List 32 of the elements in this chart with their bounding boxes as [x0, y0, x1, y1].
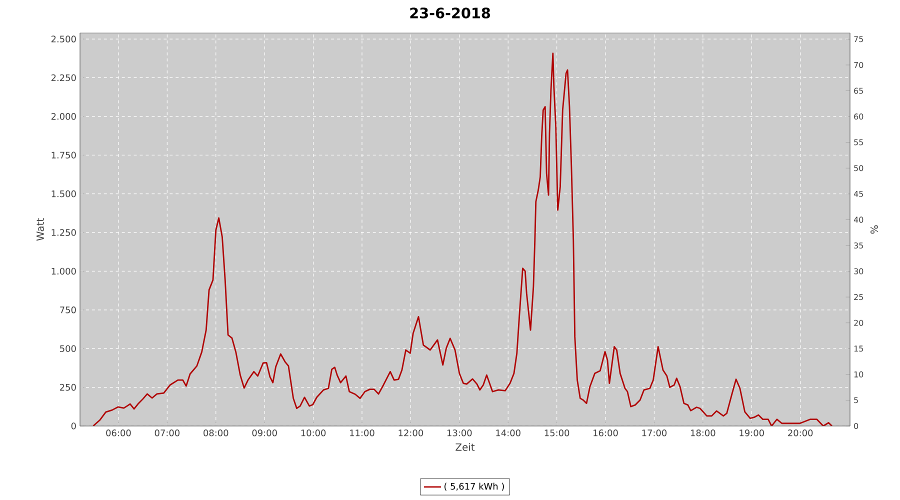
x-tick-label: 17:00 — [642, 430, 667, 436]
x-tick-label: 15:00 — [544, 430, 570, 436]
x-tick-label: 09:00 — [252, 430, 277, 436]
x-tick-label: 07:00 — [154, 430, 180, 436]
y-tick-label: 2.250 — [51, 74, 76, 82]
y2-axis-title: % — [870, 225, 878, 234]
y-tick-label: 1.000 — [52, 268, 76, 275]
x-tick-label: 20:00 — [788, 430, 813, 436]
x-tick-label: 12:00 — [398, 430, 424, 436]
y-tick-label: 1.750 — [52, 152, 76, 159]
x-tick-label: 10:00 — [301, 430, 326, 436]
y-axis-title: Watt — [36, 218, 44, 241]
y-tick-label: 250 — [60, 384, 76, 391]
x-tick-label: 14:00 — [496, 430, 520, 436]
x-tick-label: 19:00 — [740, 430, 764, 436]
y-tick-label: 1.250 — [52, 229, 76, 236]
y-tick-label: 750 — [60, 306, 76, 314]
x-tick-label: 08:00 — [204, 430, 228, 436]
y-tick-label: 2.000 — [51, 113, 76, 120]
legend-label: ( 5,617 kWh ) — [444, 482, 504, 491]
chart-title: 23-6-2018 — [410, 8, 490, 18]
x-tick-label: 06:00 — [106, 430, 131, 436]
line-series — [92, 52, 833, 426]
y-tick-label: 2.500 — [51, 36, 76, 42]
x-axis-title: Zeit — [456, 443, 475, 451]
x-tick-label: 13:00 — [447, 430, 472, 436]
y-tick-label: 500 — [60, 345, 76, 352]
x-tick-label: 16:00 — [594, 430, 618, 436]
y-tick-label: 1.500 — [52, 190, 76, 198]
x-tick-label: 18:00 — [690, 430, 716, 436]
x-tick-label: 11:00 — [350, 430, 374, 436]
y-tick-label: 0 — [71, 422, 76, 430]
